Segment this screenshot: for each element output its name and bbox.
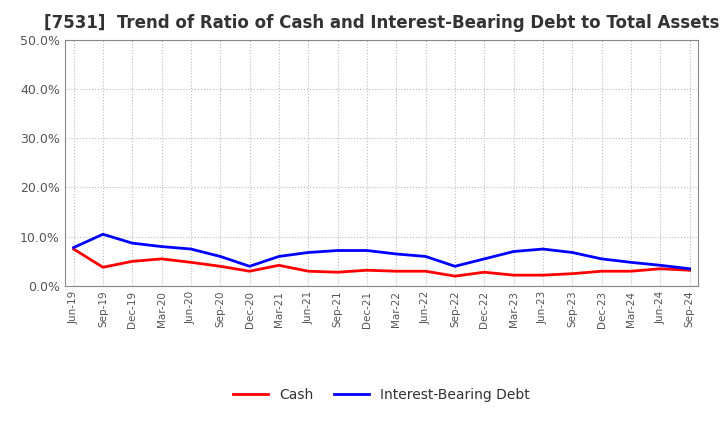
Cash <box>274 263 283 268</box>
Cash <box>69 246 78 252</box>
Interest-Bearing Debt <box>626 260 635 265</box>
Cash <box>626 268 635 274</box>
Interest-Bearing Debt <box>99 231 107 237</box>
Interest-Bearing Debt <box>157 244 166 249</box>
Cash <box>392 268 400 274</box>
Cash <box>157 256 166 261</box>
Cash <box>539 272 547 278</box>
Interest-Bearing Debt <box>480 256 489 261</box>
Interest-Bearing Debt <box>568 250 577 255</box>
Cash <box>451 274 459 279</box>
Interest-Bearing Debt <box>598 256 606 261</box>
Interest-Bearing Debt <box>451 264 459 269</box>
Cash <box>598 268 606 274</box>
Cash <box>509 272 518 278</box>
Cash <box>246 268 254 274</box>
Interest-Bearing Debt <box>69 245 78 250</box>
Interest-Bearing Debt <box>685 266 694 271</box>
Interest-Bearing Debt <box>216 254 225 259</box>
Cash <box>656 266 665 271</box>
Interest-Bearing Debt <box>509 249 518 254</box>
Cash <box>480 270 489 275</box>
Interest-Bearing Debt <box>304 250 312 255</box>
Cash <box>186 260 195 265</box>
Line: Interest-Bearing Debt: Interest-Bearing Debt <box>73 234 690 269</box>
Cash <box>568 271 577 276</box>
Interest-Bearing Debt <box>186 246 195 252</box>
Interest-Bearing Debt <box>246 264 254 269</box>
Cash <box>363 268 372 273</box>
Interest-Bearing Debt <box>363 248 372 253</box>
Cash <box>99 264 107 270</box>
Cash <box>685 268 694 273</box>
Cash <box>216 264 225 269</box>
Cash <box>304 268 312 274</box>
Interest-Bearing Debt <box>656 263 665 268</box>
Line: Cash: Cash <box>73 249 690 276</box>
Interest-Bearing Debt <box>392 251 400 257</box>
Legend: Cash, Interest-Bearing Debt: Cash, Interest-Bearing Debt <box>228 382 536 407</box>
Interest-Bearing Debt <box>539 246 547 252</box>
Cash <box>333 270 342 275</box>
Interest-Bearing Debt <box>128 241 137 246</box>
Title: [7531]  Trend of Ratio of Cash and Interest-Bearing Debt to Total Assets: [7531] Trend of Ratio of Cash and Intere… <box>44 15 719 33</box>
Cash <box>421 268 430 274</box>
Cash <box>128 259 137 264</box>
Interest-Bearing Debt <box>274 254 283 259</box>
Interest-Bearing Debt <box>333 248 342 253</box>
Interest-Bearing Debt <box>421 254 430 259</box>
